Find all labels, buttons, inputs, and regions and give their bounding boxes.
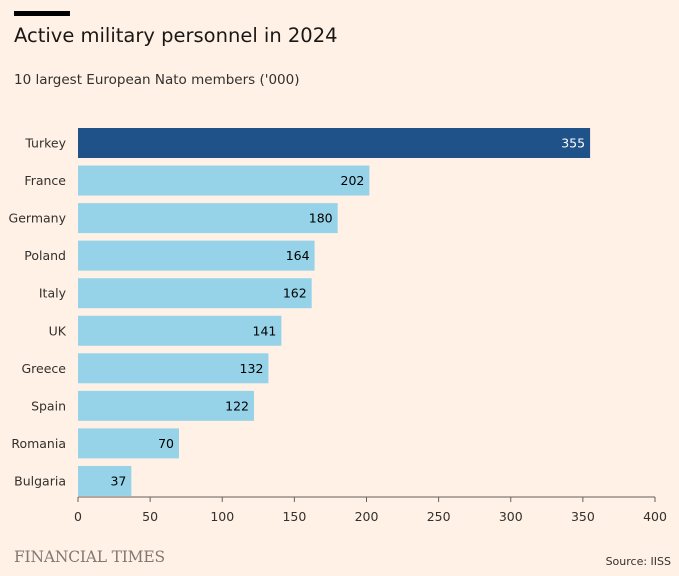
category-label: Bulgaria [14,473,66,488]
bar-uk [78,315,282,346]
chart-title: Active military personnel in 2024 [14,24,338,47]
x-tick-label: 300 [499,509,523,524]
category-label: Greece [22,361,67,376]
category-label: Turkey [24,136,66,151]
x-tick-label: 100 [210,509,234,524]
bar-france [78,165,370,196]
category-label: Italy [39,286,67,301]
source-note: Source: IISS [605,555,671,568]
x-tick-label: 50 [142,509,158,524]
category-label: France [24,173,66,188]
data-label: 70 [158,436,174,451]
x-tick-label: 150 [282,509,306,524]
data-label: 162 [283,286,307,301]
x-tick-label: 350 [571,509,595,524]
data-label: 164 [286,248,310,263]
category-label: UK [49,323,67,338]
data-label: 141 [253,323,277,338]
ft-top-rule [14,11,70,16]
data-label: 132 [240,361,264,376]
category-label: Poland [24,248,66,263]
x-tick-label: 200 [355,509,379,524]
x-tick-label: 0 [74,509,82,524]
bar-romania [78,428,179,459]
data-label: 202 [341,173,365,188]
data-label: 37 [110,473,126,488]
chart-subtitle: 10 largest European Nato members ('000) [14,72,300,88]
bar-italy [78,278,312,309]
category-label: Romania [11,436,66,451]
x-tick-label: 400 [643,509,667,524]
bar-germany [78,203,338,234]
data-label: 355 [561,136,585,151]
bar-greece [78,353,269,384]
x-tick-label: 250 [427,509,451,524]
data-label: 122 [225,398,249,413]
category-label: Spain [31,398,66,413]
bar-spain [78,390,254,421]
bar-turkey [78,128,591,158]
bar-bulgaria [78,465,132,496]
data-label: 180 [309,211,333,226]
financial-times-logo: FINANCIAL TIMES [14,548,165,566]
bar-poland [78,240,315,271]
category-label: Germany [9,211,67,226]
